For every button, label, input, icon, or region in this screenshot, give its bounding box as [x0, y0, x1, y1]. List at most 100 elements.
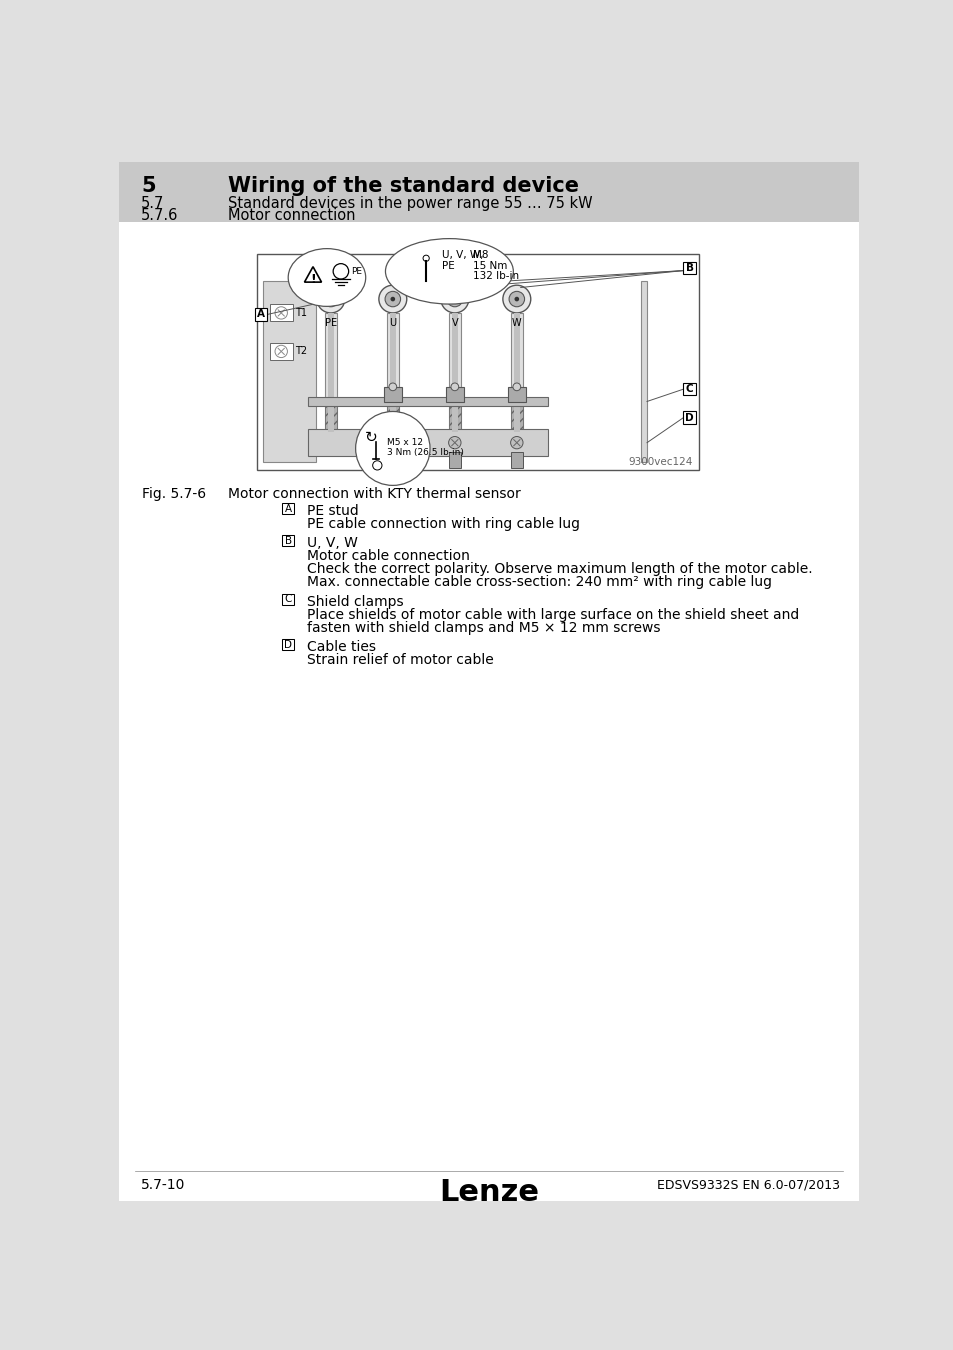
Text: U, V, W: U, V, W — [307, 536, 357, 551]
Bar — [328, 313, 334, 432]
Bar — [386, 406, 398, 429]
Circle shape — [316, 285, 344, 313]
Text: 9300vec124: 9300vec124 — [628, 456, 692, 467]
Text: PE: PE — [441, 261, 454, 270]
Bar — [452, 313, 457, 432]
Circle shape — [514, 297, 518, 301]
Bar — [448, 452, 460, 467]
Text: V: V — [451, 317, 457, 328]
Text: 15 Nm: 15 Nm — [472, 261, 506, 270]
Text: Motor connection with KTY thermal sensor: Motor connection with KTY thermal sensor — [228, 487, 520, 501]
Text: 5: 5 — [141, 176, 155, 196]
Text: 5.7-10: 5.7-10 — [141, 1179, 185, 1192]
Circle shape — [513, 383, 520, 390]
Text: Place shields of motor cable with large surface on the shield sheet and: Place shields of motor cable with large … — [307, 608, 799, 622]
FancyBboxPatch shape — [282, 640, 294, 651]
Bar — [270, 305, 293, 321]
Text: 132 lb-in: 132 lb-in — [472, 271, 518, 281]
Circle shape — [390, 297, 395, 301]
Text: fasten with shield clamps and M5 × 12 mm screws: fasten with shield clamps and M5 × 12 mm… — [307, 621, 659, 634]
Text: Lenze: Lenze — [438, 1179, 538, 1207]
FancyBboxPatch shape — [445, 387, 464, 402]
Bar — [257, 254, 699, 470]
Circle shape — [440, 285, 468, 313]
Text: M8: M8 — [472, 250, 488, 259]
Text: PE cable connection with ring cable lug: PE cable connection with ring cable lug — [307, 517, 579, 531]
Text: C: C — [685, 385, 693, 394]
Bar — [640, 281, 646, 462]
Circle shape — [451, 383, 458, 390]
Circle shape — [510, 436, 522, 448]
Text: D: D — [684, 413, 693, 423]
Circle shape — [448, 436, 460, 448]
Circle shape — [355, 412, 430, 486]
Text: PE: PE — [351, 267, 361, 275]
Circle shape — [333, 263, 348, 279]
Text: PE: PE — [324, 317, 336, 328]
FancyBboxPatch shape — [282, 594, 294, 605]
Text: C: C — [284, 594, 292, 605]
Text: Wiring of the standard device: Wiring of the standard device — [228, 176, 578, 196]
FancyBboxPatch shape — [383, 387, 402, 402]
Bar — [324, 313, 336, 432]
FancyBboxPatch shape — [282, 504, 294, 514]
Text: B: B — [685, 263, 693, 273]
Bar — [307, 397, 547, 406]
FancyBboxPatch shape — [682, 262, 695, 274]
Circle shape — [274, 346, 287, 358]
Circle shape — [328, 297, 333, 301]
Text: EDSVS9332S EN 6.0-07/2013: EDSVS9332S EN 6.0-07/2013 — [657, 1179, 840, 1192]
Text: Cable ties: Cable ties — [307, 640, 375, 655]
Text: !: ! — [310, 273, 315, 286]
Bar — [307, 429, 547, 456]
Text: 5.7: 5.7 — [141, 196, 164, 211]
Ellipse shape — [385, 239, 513, 304]
Text: Standard devices in the power range 55 … 75 kW: Standard devices in the power range 55 …… — [228, 196, 592, 211]
FancyBboxPatch shape — [507, 387, 525, 402]
Circle shape — [378, 285, 406, 313]
Circle shape — [509, 292, 524, 306]
Text: Motor connection: Motor connection — [228, 208, 355, 223]
Text: D: D — [284, 640, 292, 649]
Text: T1: T1 — [294, 308, 307, 317]
Circle shape — [385, 292, 400, 306]
Text: Check the correct polarity. Observe maximum length of the motor cable.: Check the correct polarity. Observe maxi… — [307, 563, 812, 576]
Text: A: A — [256, 309, 265, 320]
Text: Motor cable connection: Motor cable connection — [307, 549, 469, 563]
Circle shape — [323, 292, 338, 306]
Bar — [390, 313, 395, 432]
Text: T2: T2 — [294, 347, 307, 356]
Circle shape — [447, 292, 462, 306]
Circle shape — [386, 436, 398, 448]
Bar — [263, 281, 315, 462]
Circle shape — [274, 306, 287, 319]
Ellipse shape — [288, 248, 365, 306]
Bar — [119, 162, 858, 221]
FancyBboxPatch shape — [682, 383, 695, 396]
Bar — [270, 343, 293, 360]
Text: Shield clamps: Shield clamps — [307, 595, 403, 609]
Text: M5 x 12: M5 x 12 — [386, 437, 422, 447]
Bar — [448, 313, 460, 432]
Bar — [510, 313, 522, 432]
FancyBboxPatch shape — [282, 536, 294, 547]
Text: U, V, W,: U, V, W, — [441, 250, 482, 259]
FancyBboxPatch shape — [254, 308, 267, 320]
Text: Max. connectable cable cross-section: 240 mm² with ring cable lug: Max. connectable cable cross-section: 24… — [307, 575, 771, 590]
Circle shape — [389, 383, 396, 390]
Text: U: U — [389, 317, 396, 328]
Text: 5.7.6: 5.7.6 — [141, 208, 178, 223]
Text: PE stud: PE stud — [307, 504, 358, 518]
Bar — [324, 406, 336, 429]
Bar — [448, 406, 460, 429]
Bar — [510, 452, 522, 467]
Text: Fig. 5.7-6: Fig. 5.7-6 — [142, 487, 207, 501]
Circle shape — [452, 297, 456, 301]
Text: A: A — [284, 504, 292, 513]
Text: W: W — [512, 317, 521, 328]
Text: Strain relief of motor cable: Strain relief of motor cable — [307, 653, 493, 667]
Text: ↻: ↻ — [364, 431, 377, 446]
FancyBboxPatch shape — [682, 412, 695, 424]
Bar — [386, 313, 398, 432]
Circle shape — [502, 285, 530, 313]
